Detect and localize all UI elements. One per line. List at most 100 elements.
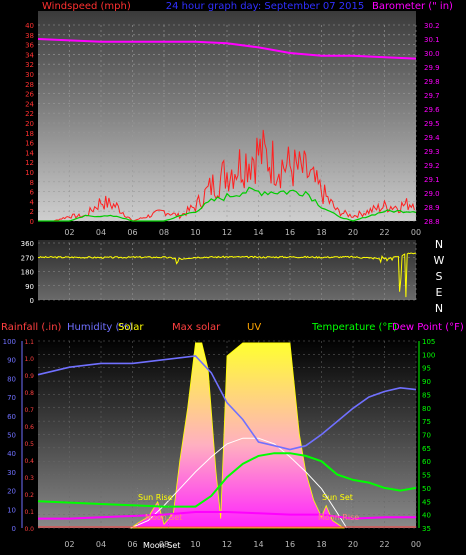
humidity-tick-label: 40 [7,450,16,458]
rain-tick-label: 0.7 [24,407,34,414]
x-tick-label: 22 [379,540,389,549]
wind-grid: 024681012141618202224262830323436384028.… [25,22,440,237]
wind-gust-line [38,186,417,222]
compass-w: W [434,254,445,267]
climate-legend: Rainfall (.in) Humidity (%) Solar Max so… [1,322,464,333]
wind-tick-label: 8 [30,179,34,187]
x-tick-label: 00 [411,228,421,237]
wind-tick-label: 24 [25,100,34,108]
x-tick-label: 16 [285,228,295,237]
x-tick-label: 22 [379,228,389,237]
direction-tick-label: 180 [21,269,34,277]
x-tick-label: 10 [190,540,200,549]
graph-title: 24 hour graph day: September 07 2015 [166,1,364,12]
barometer-tick-label: 30.0 [424,50,440,58]
temperature-tick-label: 85 [422,391,431,399]
wind-tick-label: 2 [30,208,34,216]
barometer-tick-label: 29.8 [424,78,440,86]
barometer-tick-label: 29.1 [424,176,440,184]
x-tick-label: 06 [127,228,137,237]
direction-tick-label: 360 [21,240,34,248]
x-tick-label: 12 [222,228,232,237]
moonset-axis-label: Moon Set [143,541,180,550]
barometer-tick-label: 29.6 [424,106,440,114]
wind-title: Windspeed (mph) [42,1,131,12]
x-tick-label: 20 [348,540,358,549]
humidity-tick-label: 60 [7,413,16,421]
compass-e: E [436,286,443,299]
barometer-tick-label: 28.9 [424,204,440,212]
barometer-tick-label: 29.2 [424,162,440,170]
barometer-tick-label: 30.2 [424,22,440,30]
humidity-tick-label: 90 [7,357,16,365]
windspeed-line [38,129,415,222]
x-tick-label: 14 [253,228,263,237]
temperature-tick-label: 35 [422,525,431,533]
moonset-label: Moon Set [145,513,182,522]
humidity-tick-label: 30 [7,469,16,477]
temperature-tick-label: 55 [422,472,431,480]
temperature-tick-label: 90 [422,378,431,386]
compass-s: S [436,270,443,283]
wind-tick-label: 28 [25,81,34,89]
rain-tick-label: 0.0 [24,526,34,533]
direction-grid: 0 90 180 270 360 [21,240,417,305]
temperature-tick-label: 65 [422,445,431,453]
temperature-tick-label: 75 [422,418,431,426]
wind-marks [37,38,417,222]
compass-labels: N W S E N [434,238,445,315]
legend-temperature: Temperature (°F) [311,322,397,333]
wind-tick-label: 14 [25,149,34,157]
rain-tick-label: 0.1 [24,509,34,516]
barometer-tick-label: 29.5 [424,120,440,128]
wind-tick-label: 32 [25,61,34,69]
sunset-label: Sun Set [322,493,353,502]
rain-tick-label: 0.4 [24,458,34,465]
x-tick-label: 12 [222,540,232,549]
barometer-tick-label: 29.3 [424,148,440,156]
temperature-tick-label: 95 [422,365,431,373]
wind-tick-label: 26 [25,91,34,99]
compass-n-top: N [435,238,443,251]
x-tick-label: 08 [159,228,169,237]
rain-tick-label: 0.9 [24,373,34,380]
wind-tick-label: 10 [25,169,34,177]
wind-tick-label: 38 [25,32,34,40]
compass-n-bottom: N [435,302,443,315]
x-tick-label: 04 [96,540,106,549]
x-tick-label: 16 [285,540,295,549]
wind-tick-label: 16 [25,140,34,148]
wind-tick-label: 30 [25,71,34,79]
wind-tick-label: 34 [25,51,34,59]
humidity-tick-label: 20 [7,488,16,496]
wind-tick-label: 20 [25,120,34,128]
x-tick-label: 20 [348,228,358,237]
climate-marks [37,342,417,529]
humidity-tick-label: 80 [7,375,16,383]
rain-tick-label: 0.5 [24,441,34,448]
legend-dew-point: Dew Point (°F) [392,322,464,333]
x-tick-label: 18 [316,228,326,237]
temperature-tick-label: 60 [422,458,431,466]
barometer-tick-label: 29.0 [424,190,440,198]
wind-tick-label: 0 [30,218,34,226]
x-tick-label: 18 [316,540,326,549]
sunrise-label: Sun Rise [138,493,173,502]
rain-tick-label: 0.2 [24,492,34,499]
barometer-tick-label: 29.4 [424,134,440,142]
direction-tick-label: 270 [21,254,34,262]
x-tick-label: 06 [127,540,137,549]
moonrise-label: Moon Rise [318,513,359,522]
direction-marks [37,252,417,298]
wind-tick-label: 40 [25,22,34,30]
wind-tick-label: 12 [25,159,34,167]
legend-rainfall: Rainfall (.in) [1,322,62,333]
humidity-tick-label: 100 [3,338,16,346]
rain-tick-label: 0.3 [24,475,34,482]
temperature-tick-label: 45 [422,498,431,506]
wind-tick-label: 4 [30,198,35,206]
rain-tick-label: 0.8 [24,390,34,397]
temperature-tick-label: 80 [422,405,431,413]
temperature-tick-label: 50 [422,485,431,493]
wind-tick-label: 36 [25,42,34,50]
